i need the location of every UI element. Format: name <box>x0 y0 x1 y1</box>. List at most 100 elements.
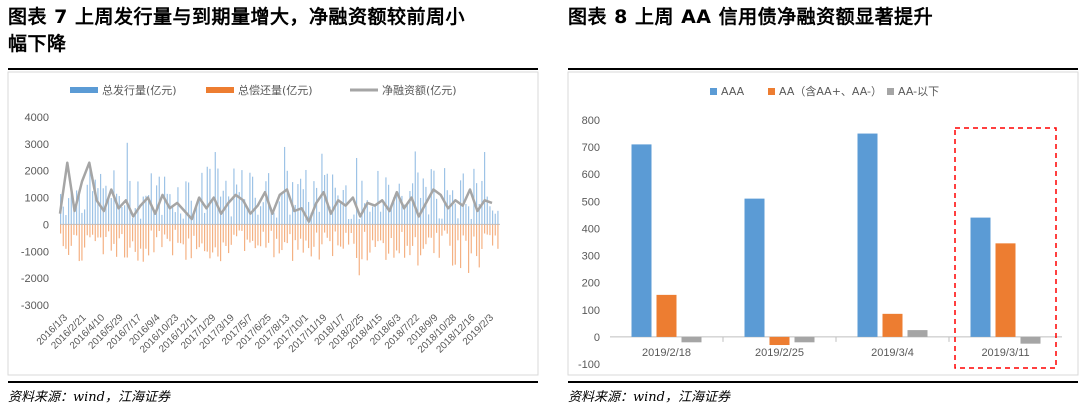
left-ytick-label: -3000 <box>21 300 49 312</box>
left-repay-bar <box>342 224 344 249</box>
left-ytick-label: 1000 <box>25 193 49 205</box>
left-repay-bar <box>84 224 86 248</box>
left-repay-bar <box>188 224 190 239</box>
left-issue-bar <box>300 178 302 225</box>
left-issue-bar <box>134 208 136 225</box>
left-repay-bar <box>73 224 75 235</box>
left-repay-bar <box>465 224 467 241</box>
left-issue-bar <box>468 206 470 225</box>
right-legend-swatch-1 <box>768 88 775 95</box>
left-repay-bar <box>145 224 147 249</box>
left-repay-bar <box>132 224 134 242</box>
right-highlight-box <box>954 127 1057 369</box>
left-repay-bar <box>492 224 494 246</box>
right-bar <box>882 313 903 337</box>
left-issue-bar <box>385 177 387 225</box>
left-issue-bar <box>473 168 475 225</box>
left-repay-bar <box>185 224 187 260</box>
left-repay-bar <box>118 224 120 239</box>
left-issue-bar <box>409 191 411 225</box>
left-repay-bar <box>350 224 352 234</box>
left-repay-bar <box>68 224 70 255</box>
left-issue-bar <box>94 179 96 225</box>
left-repay-bar <box>158 224 160 232</box>
right-bar <box>656 294 677 337</box>
left-issue-bar <box>390 206 392 225</box>
left-issue-bar <box>244 199 246 225</box>
right-ytick-label: 800 <box>582 115 600 127</box>
left-issue-bar <box>217 168 219 225</box>
right-ytick-label: -100 <box>578 359 600 371</box>
left-issue-bar <box>188 182 190 225</box>
left-issue-bar <box>260 206 262 225</box>
left-repay-bar <box>284 224 286 243</box>
left-repay-bar <box>70 224 72 246</box>
left-repay-bar <box>478 224 480 268</box>
left-repay-bar <box>60 224 62 234</box>
left-issue-bar <box>428 214 430 225</box>
left-repay-bar <box>281 224 283 251</box>
left-repay-bar <box>428 224 430 238</box>
left-issue-bar <box>241 170 243 225</box>
right-category-label: 2019/3/11 <box>981 347 1029 359</box>
left-repay-bar <box>497 224 499 249</box>
left-issue-bar <box>190 200 192 225</box>
left-issue-bar <box>230 216 232 225</box>
left-repay-bar <box>468 224 470 273</box>
left-issue-bar <box>492 210 494 225</box>
left-issue-bar <box>313 181 315 225</box>
left-issue-bar <box>129 180 131 225</box>
left-issue-bar <box>484 152 486 225</box>
left-repay-bar <box>142 224 144 262</box>
left-figure-title: 图表 7 上周发行量与到期量增大，净融资额较前周小 幅下降 <box>8 4 465 58</box>
left-issue-bar <box>414 151 416 225</box>
left-repay-bar <box>270 224 272 231</box>
left-issue-bar <box>84 209 86 225</box>
left-repay-bar <box>166 224 168 239</box>
left-issue-bar <box>142 196 144 225</box>
left-ytick-label: 3000 <box>25 139 49 151</box>
left-issue-bar <box>353 214 355 225</box>
left-repay-bar <box>444 224 446 231</box>
left-issue-bar <box>110 198 112 225</box>
left-repay-bar <box>430 224 432 238</box>
left-repay-bar <box>308 224 310 249</box>
left-issue-bar <box>302 189 304 225</box>
right-bar <box>769 336 790 346</box>
left-repay-bar <box>225 224 227 246</box>
left-repay-bar <box>174 224 176 230</box>
left-repay-bar <box>401 224 403 232</box>
left-repay-bar <box>257 224 259 246</box>
left-issue-bar <box>86 184 88 225</box>
left-legend-swatch-0 <box>70 87 98 93</box>
left-repay-bar <box>108 224 110 232</box>
right-bar <box>907 330 928 337</box>
left-repay-bar <box>348 224 350 245</box>
right-ytick-label: 400 <box>582 223 600 235</box>
left-issue-bar <box>489 206 491 225</box>
left-repay-bar <box>268 224 270 243</box>
left-repay-bar <box>78 224 80 262</box>
left-chart-svg: 4000 3000 2000 1000 0 -1000 -2000 -3000 总发行量(亿元)… <box>7 71 539 376</box>
left-issue-bar <box>364 203 366 225</box>
left-repay-bar <box>121 224 123 235</box>
left-issue-bar <box>441 218 443 225</box>
left-repay-bar <box>452 224 454 266</box>
left-repay-bar <box>462 224 464 236</box>
left-repay-bar <box>313 224 315 247</box>
left-repay-bar <box>254 224 256 249</box>
left-issue-bar <box>222 190 224 225</box>
left-repay-bar <box>156 224 158 238</box>
left-issue-bar <box>150 173 152 225</box>
left-issue-bar <box>252 176 254 225</box>
left-issue-bar <box>108 196 110 225</box>
left-repay-bar <box>326 224 328 238</box>
left-repay-bar <box>214 224 216 248</box>
left-repay-bar <box>438 224 440 258</box>
left-issue-bar <box>126 142 128 225</box>
left-issue-bar <box>369 211 371 225</box>
left-repay-bar <box>228 224 230 254</box>
left-issue-bar <box>356 157 358 225</box>
left-repay-bar <box>92 224 94 235</box>
left-repay-bar <box>89 224 91 238</box>
